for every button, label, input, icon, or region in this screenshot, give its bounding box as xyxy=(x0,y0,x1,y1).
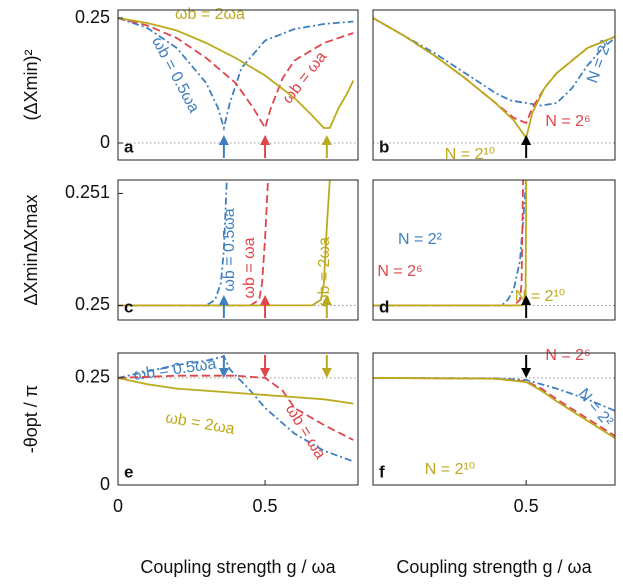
panel-frame xyxy=(372,9,616,161)
arrow-head xyxy=(218,368,229,378)
y-axis-label: (ΔXmin)² xyxy=(21,49,41,120)
y-axis-label: ΔXminΔXmax xyxy=(21,194,41,305)
arrow-head xyxy=(521,135,532,145)
series-label: ωb = 2ωa xyxy=(175,6,245,23)
panel-frame xyxy=(117,179,359,321)
series-line xyxy=(373,17,615,125)
series-line xyxy=(373,180,528,307)
x-tick-label: 0.5 xyxy=(514,496,539,516)
panel-frame xyxy=(117,352,359,486)
series-line xyxy=(118,377,354,405)
y-tick-label: 0.251 xyxy=(65,182,110,202)
arrow-head xyxy=(321,368,332,378)
arrow-head xyxy=(260,135,271,145)
series-line xyxy=(118,17,354,132)
series-line xyxy=(118,355,354,463)
panel-frame xyxy=(117,9,359,161)
series-line xyxy=(373,17,615,107)
panel-label: f xyxy=(379,462,385,481)
panel-label: c xyxy=(124,297,133,316)
series-label: ωb = 2ωa xyxy=(164,409,236,438)
x-axis-label: Coupling strength g / ωa xyxy=(140,557,336,577)
series-label: ωb = 0.5ωa xyxy=(133,355,218,383)
panel-label: d xyxy=(379,297,389,316)
series-label: N = 2⁶ xyxy=(545,113,590,130)
series-line xyxy=(373,180,524,307)
arrow-head xyxy=(321,135,332,145)
series-line xyxy=(373,180,528,307)
y-tick-label: 0.25 xyxy=(75,367,110,387)
series-line xyxy=(373,377,615,440)
series-line xyxy=(118,180,228,307)
series-line xyxy=(118,17,355,129)
series-line xyxy=(118,17,354,131)
x-tick-label: 0.5 xyxy=(253,496,278,516)
x-axis-label: Coupling strength g / ωa xyxy=(396,557,592,577)
series-label: N = 2² xyxy=(584,38,615,86)
arrow-head xyxy=(260,295,271,305)
series-label: N = 2¹⁰ xyxy=(445,146,495,163)
panel-label: e xyxy=(124,462,133,481)
series-line xyxy=(373,377,615,438)
arrow-head xyxy=(260,368,271,378)
series-label: N = 2² xyxy=(398,231,443,248)
series-label: ωb = 2ωa xyxy=(316,237,333,307)
series-line xyxy=(118,180,331,307)
y-tick-label: 0.25 xyxy=(75,7,110,27)
x-tick-label: 0 xyxy=(113,496,123,516)
series-label: ωb = ωa xyxy=(279,48,330,107)
series-line xyxy=(118,374,354,441)
series-label: ωb = 0.5ωa xyxy=(221,208,238,291)
series-label: ωb = ωa xyxy=(241,237,258,298)
series-line xyxy=(373,17,615,141)
y-tick-label: 0.25 xyxy=(75,294,110,314)
series-label: ωb = ωa xyxy=(282,401,329,462)
arrow-head xyxy=(521,368,532,378)
panel-label: a xyxy=(124,137,134,156)
arrow-head xyxy=(218,295,229,305)
series-label: N = 2⁶ xyxy=(377,263,422,280)
panel-frame xyxy=(372,352,616,486)
y-tick-label: 0 xyxy=(100,132,110,152)
y-tick-label: 0 xyxy=(100,474,110,494)
series-label: N = 2¹⁰ xyxy=(425,461,475,478)
series-label: N = 2⁶ xyxy=(545,347,590,364)
y-axis-label: -θopt / π xyxy=(21,385,41,453)
arrow-head xyxy=(218,135,229,145)
arrow-head xyxy=(321,295,332,305)
panel-label: b xyxy=(379,137,389,156)
panel-frame xyxy=(372,179,616,321)
arrow-head xyxy=(521,295,532,305)
